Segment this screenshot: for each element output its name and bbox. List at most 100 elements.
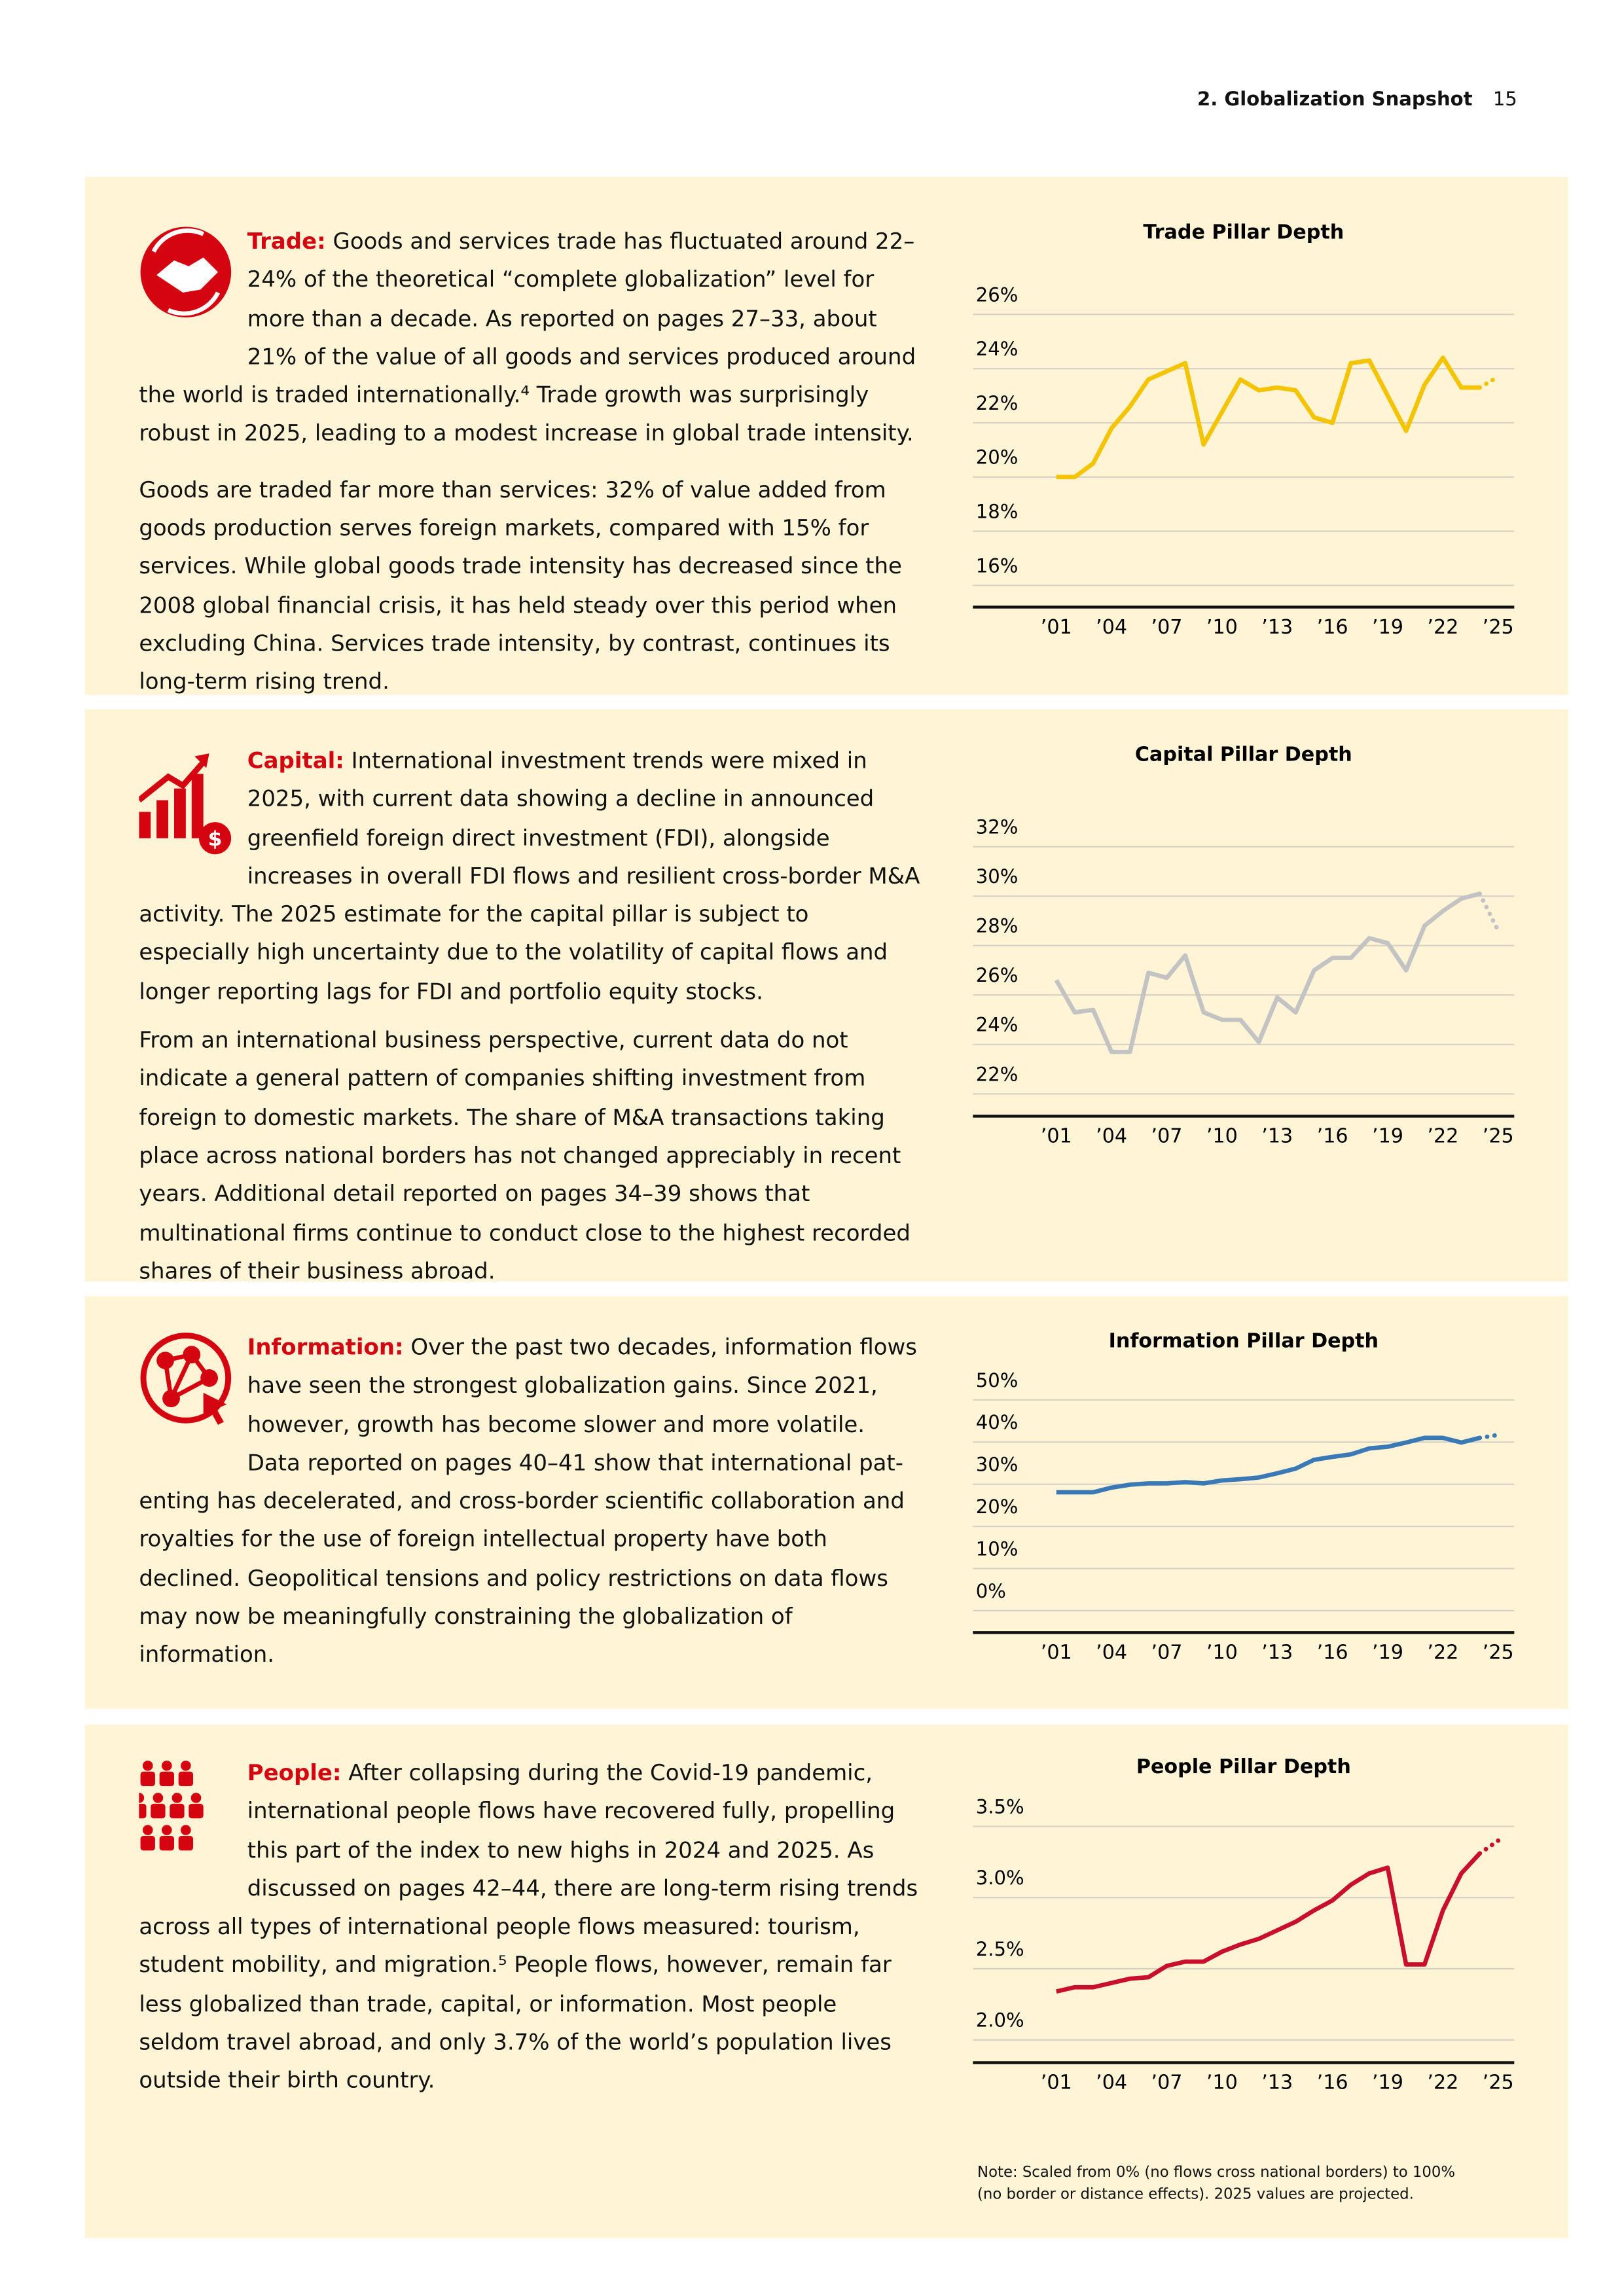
text-block: Trade: Goods and services trade has fluc…	[139, 223, 922, 712]
projected-line	[1477, 1838, 1501, 1856]
chart-title: Information Pillar Depth	[1109, 1330, 1379, 1353]
y-tick-label: 22%	[976, 392, 1019, 414]
text-block: $ Capital: International investment tren…	[139, 742, 922, 1300]
chart-title: Trade Pillar Depth	[1143, 221, 1344, 243]
x-tick-label: ’25	[1483, 1125, 1514, 1148]
y-tick-label: 18%	[976, 501, 1019, 523]
paragraph-text: Goods and services trade has fluctuated …	[139, 228, 916, 447]
text-block: People: After collapsing during the Covi…	[139, 1754, 922, 2111]
x-tick-label: ’04	[1096, 1641, 1127, 1664]
text-block: Information: Over the past two decades, …	[139, 1328, 922, 1685]
y-tick-label: 3.0%	[976, 1867, 1024, 1889]
y-tick-label: 0%	[976, 1580, 1006, 1602]
data-line	[1056, 1435, 1481, 1495]
x-tick-label: ’25	[1483, 1641, 1514, 1664]
y-tick-label: 30%	[976, 1454, 1019, 1476]
y-tick-label: 50%	[976, 1369, 1019, 1391]
paragraph-text: From an international business perspecti…	[139, 1027, 911, 1285]
projected-line	[1477, 374, 1501, 390]
x-tick-label: ’01	[1041, 2072, 1072, 2094]
y-tick-label: 30%	[976, 865, 1019, 888]
chart-title: People Pillar Depth	[1136, 1755, 1351, 1778]
svg-text:$: $	[208, 827, 223, 851]
panel	[84, 1296, 1569, 1709]
x-tick-label: ’19	[1372, 1125, 1403, 1148]
x-tick-label: ’16	[1317, 1641, 1348, 1664]
people-icon	[139, 1760, 204, 1851]
y-tick-label: 3.5%	[976, 1795, 1024, 1818]
section-title: 2. Globalization Snapshot	[1197, 89, 1473, 111]
x-tick-label: ’04	[1096, 2072, 1127, 2094]
y-tick-label: 32%	[976, 816, 1019, 838]
x-tick-label: ’10	[1206, 2072, 1238, 2094]
x-tick-label: ’07	[1151, 1641, 1183, 1664]
x-tick-label: ’10	[1206, 616, 1238, 639]
x-tick-label: ’13	[1261, 2072, 1293, 2094]
x-tick-label: ’10	[1206, 1125, 1238, 1148]
y-tick-label: 10%	[976, 1537, 1019, 1560]
x-tick-label: ’07	[1151, 616, 1183, 639]
x-tick-label: ’13	[1261, 1641, 1293, 1664]
x-tick-label: ’13	[1261, 616, 1293, 639]
panel	[84, 1725, 1569, 2238]
paragraph-text: Over the past two decades, information f…	[139, 1334, 917, 1668]
paragraph: Capital: International investment trends…	[139, 742, 922, 1011]
x-tick-label: ’16	[1317, 2072, 1348, 2094]
paragraph-text: International investment trends were mix…	[139, 747, 920, 1005]
x-tick-label: ’01	[1041, 1125, 1072, 1148]
chart-note: Note: Scaled from 0% (no flows cross nat…	[977, 2164, 1456, 2204]
data-line	[1055, 1852, 1482, 1994]
y-tick-label: 20%	[976, 1496, 1019, 1518]
x-tick-label: ’22	[1427, 1125, 1458, 1148]
projected-line	[1477, 1433, 1501, 1441]
information-icon	[140, 1333, 232, 1425]
projected-line	[1477, 891, 1501, 933]
y-tick-label: 28%	[976, 915, 1019, 937]
paragraph-text: Goods are traded far more than services:…	[139, 476, 902, 696]
y-tick-label: 22%	[976, 1063, 1019, 1085]
x-tick-label: ’25	[1483, 616, 1514, 639]
y-tick-label: 2.5%	[976, 1938, 1024, 1960]
paragraph: People: After collapsing during the Covi…	[139, 1754, 922, 2100]
x-tick-label: ’19	[1372, 616, 1403, 639]
section-label: Capital:	[247, 747, 344, 774]
y-tick-label: 24%	[976, 1014, 1019, 1036]
paragraph: Goods are traded far more than services:…	[139, 471, 922, 702]
x-tick-label: ’19	[1372, 1641, 1403, 1664]
running-header: 2. Globalization Snapshot 15	[1197, 89, 1517, 111]
paragraph-text: After collapsing during the Covid-19 pan…	[139, 1759, 918, 2094]
x-tick-label: ’04	[1096, 1125, 1127, 1148]
x-tick-label: ’16	[1317, 616, 1348, 639]
x-tick-label: ’07	[1151, 1125, 1183, 1148]
y-tick-label: 24%	[976, 338, 1019, 360]
x-tick-label: ’10	[1206, 1641, 1238, 1664]
x-tick-label: ’22	[1427, 2072, 1458, 2094]
x-tick-label: ’01	[1041, 616, 1072, 639]
trade-icon	[140, 226, 232, 318]
data-line	[1056, 355, 1480, 480]
x-tick-label: ’13	[1261, 1125, 1293, 1148]
data-line	[1054, 891, 1481, 1054]
y-tick-label: 26%	[976, 964, 1019, 986]
x-tick-label: ’22	[1427, 1641, 1458, 1664]
y-tick-label: 20%	[976, 446, 1019, 469]
x-tick-label: ’16	[1317, 1125, 1348, 1148]
section-label: People:	[247, 1759, 342, 1787]
x-tick-label: ’04	[1096, 616, 1127, 639]
x-tick-label: ’25	[1483, 2072, 1514, 2094]
capital-icon: $	[139, 753, 232, 855]
x-tick-label: ’19	[1372, 2072, 1403, 2094]
x-tick-label: ’22	[1427, 616, 1458, 639]
y-tick-label: 16%	[976, 554, 1019, 577]
y-tick-label: 40%	[976, 1411, 1019, 1433]
y-tick-label: 2.0%	[976, 2009, 1024, 2032]
page-number: 15	[1492, 89, 1517, 111]
x-tick-label: ’07	[1151, 2072, 1183, 2094]
chart-title: Capital Pillar Depth	[1135, 743, 1352, 766]
x-tick-label: ’01	[1041, 1641, 1072, 1664]
paragraph: Trade: Goods and services trade has fluc…	[139, 223, 922, 454]
